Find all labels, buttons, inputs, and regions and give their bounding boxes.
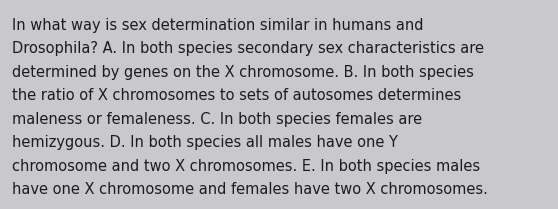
Text: Drosophila? A. In both species secondary sex characteristics are: Drosophila? A. In both species secondary…: [12, 42, 484, 56]
Text: determined by genes on the X chromosome. B. In both species: determined by genes on the X chromosome.…: [12, 65, 474, 80]
Text: the ratio of X chromosomes to sets of autosomes determines: the ratio of X chromosomes to sets of au…: [12, 88, 461, 103]
Text: have one X chromosome and females have two X chromosomes.: have one X chromosome and females have t…: [12, 182, 488, 198]
Text: maleness or femaleness. C. In both species females are: maleness or femaleness. C. In both speci…: [12, 112, 422, 127]
Text: chromosome and two X chromosomes. E. In both species males: chromosome and two X chromosomes. E. In …: [12, 159, 480, 174]
Text: hemizygous. D. In both species all males have one Y: hemizygous. D. In both species all males…: [12, 135, 398, 150]
Text: In what way is sex determination similar in humans and: In what way is sex determination similar…: [12, 18, 424, 33]
